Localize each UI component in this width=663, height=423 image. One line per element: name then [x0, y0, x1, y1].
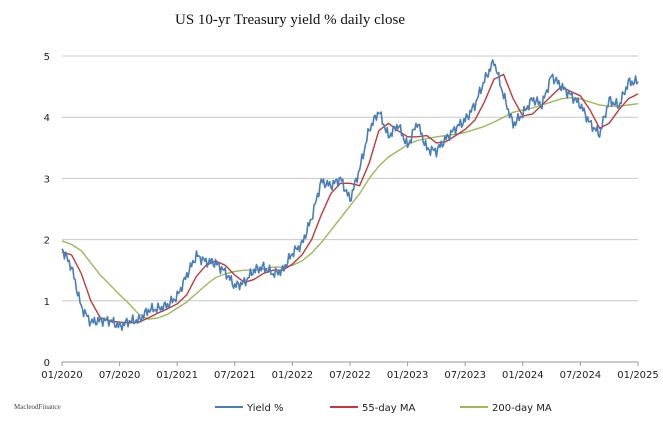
x-tick-label: 01/2023 — [387, 370, 429, 381]
source-label: MacleodFinance — [14, 403, 61, 411]
x-tick-label: 01/2022 — [272, 370, 314, 381]
series-line-yield — [61, 59, 639, 331]
x-tick-label: 07/2020 — [99, 370, 141, 381]
x-axis: 01/2020 07/2020 01/2021 07/2021 01/2022 07/20… — [41, 362, 659, 381]
y-tick-label: 3 — [44, 174, 50, 185]
x-tick-label: 07/2023 — [444, 370, 486, 381]
y-tick-label: 0 — [44, 358, 50, 369]
legend: Yield % 55-day MA 200-day MA — [215, 403, 552, 414]
series-lines — [61, 59, 639, 331]
gridlines — [62, 55, 638, 302]
series-line-200-day-ma — [61, 96, 639, 320]
chart-title: US 10-yr Treasury yield % daily close — [175, 12, 405, 28]
legend-label: 200-day MA — [492, 403, 552, 414]
y-tick-label: 5 — [44, 52, 50, 63]
legend-label: Yield % — [246, 403, 284, 414]
x-tick-label: 07/2021 — [214, 370, 256, 381]
x-tick-label: 01/2020 — [41, 370, 83, 381]
x-tick-label: 07/2022 — [329, 370, 371, 381]
x-tick-label: 01/2021 — [156, 370, 198, 381]
y-tick-label: 4 — [44, 113, 50, 124]
legend-label: 55-day MA — [362, 403, 416, 414]
x-tick-label: 07/2024 — [560, 370, 602, 381]
y-tick-label: 2 — [44, 236, 50, 247]
y-tick-label: 1 — [44, 297, 50, 308]
x-tick-label: 01/2025 — [617, 370, 659, 381]
y-axis: 0 1 2 3 4 5 — [44, 52, 50, 369]
x-tick-label: 01/2024 — [502, 370, 544, 381]
